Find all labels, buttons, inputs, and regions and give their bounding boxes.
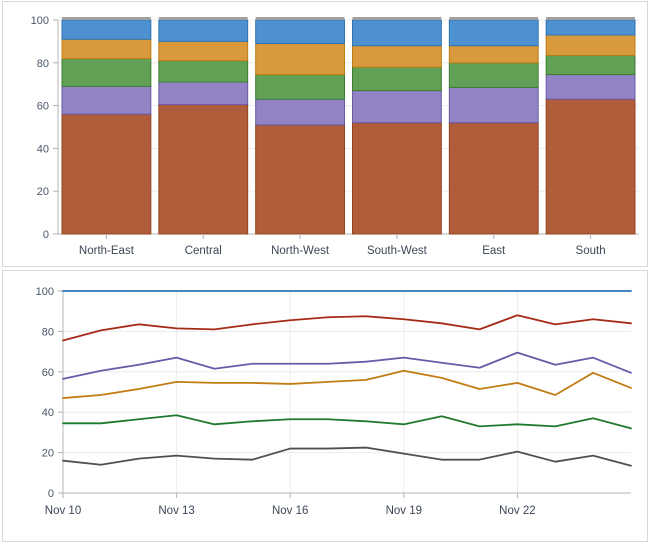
line-y-tick-label: 100	[36, 286, 54, 298]
bar-category-label: South-West	[367, 245, 428, 257]
bar-segment[interactable]	[448, 62, 539, 88]
bar-segment[interactable]	[448, 122, 539, 235]
bar-group[interactable]	[352, 17, 442, 235]
bar-segment[interactable]	[61, 19, 152, 40]
line-y-tick-label: 40	[42, 407, 54, 419]
bar-segment[interactable]	[352, 122, 442, 235]
bar-segment[interactable]	[545, 54, 636, 76]
bar-segment[interactable]	[255, 19, 346, 45]
line-x-tick-label: Nov 13	[158, 505, 194, 517]
bar-top-cap	[352, 17, 442, 20]
bar-segment[interactable]	[158, 104, 249, 235]
bar-top-cap	[449, 17, 539, 20]
bar-segment[interactable]	[255, 124, 346, 235]
bar-segment[interactable]	[545, 19, 636, 36]
bar-y-tick-label: 80	[37, 58, 49, 70]
bar-y-tick-label: 20	[37, 186, 49, 198]
line-y-tick-label: 80	[42, 326, 54, 338]
bar-category-label: North-East	[79, 245, 135, 257]
stacked-bar-chart-svg[interactable]: 0 20 40 60 80 100 North-East Central North-West S…	[3, 2, 645, 264]
line-y-tick-label: 60	[42, 367, 54, 379]
bar-segment[interactable]	[352, 66, 442, 92]
bar-segment[interactable]	[545, 34, 636, 56]
bar-y-tick-label: 100	[31, 15, 49, 27]
bar-group[interactable]	[255, 17, 346, 235]
line-x-tick-label: Nov 22	[499, 505, 535, 517]
bar-segment[interactable]	[158, 40, 249, 62]
bar-segment[interactable]	[255, 43, 346, 76]
bar-segment[interactable]	[61, 38, 152, 60]
bar-segment[interactable]	[352, 19, 442, 47]
multi-line-chart-svg[interactable]: 0 20 40 60 80 100 Nov 10 Nov 13 Nov 16 Nov 19 Nov …	[3, 271, 645, 539]
bar-segment[interactable]	[158, 19, 249, 42]
line-series-path[interactable]	[62, 369, 632, 399]
bar-group[interactable]	[448, 17, 539, 235]
line-series-path[interactable]	[62, 314, 632, 342]
bar-segment[interactable]	[545, 74, 636, 100]
line-y-tick-label: 0	[48, 488, 54, 500]
bar-y-tick-label: 60	[37, 101, 49, 113]
bar-group[interactable]	[61, 17, 152, 235]
bar-top-cap	[255, 17, 345, 20]
bar-top-cap	[546, 17, 635, 20]
line-series-path[interactable]	[62, 414, 632, 430]
line-x-tick-label: Nov 19	[386, 505, 422, 517]
bar-segment[interactable]	[158, 60, 249, 83]
line-series-path[interactable]	[62, 446, 632, 467]
stacked-bar-chart-panel: 0 20 40 60 80 100 North-East Central North-West S…	[2, 1, 648, 267]
bar-y-tick-label: 40	[37, 143, 49, 155]
bar-segment[interactable]	[545, 98, 636, 235]
bar-segment[interactable]	[448, 19, 539, 47]
line-x-tick-label: Nov 10	[45, 505, 81, 517]
bar-category-label: North-West	[271, 245, 330, 257]
bar-segment[interactable]	[255, 74, 346, 100]
line-y-tick-label: 20	[42, 448, 54, 460]
bar-segment[interactable]	[61, 58, 152, 87]
bar-category-label: East	[482, 245, 506, 257]
bar-top-cap	[62, 17, 151, 20]
line-series-path[interactable]	[62, 351, 632, 380]
bar-segment[interactable]	[61, 113, 152, 235]
bar-segment[interactable]	[352, 90, 442, 124]
bar-top-cap	[158, 17, 248, 20]
bar-group[interactable]	[158, 17, 249, 235]
bar-segment[interactable]	[61, 85, 152, 115]
bar-segment[interactable]	[158, 81, 249, 106]
bar-segment[interactable]	[352, 45, 442, 68]
bar-segment[interactable]	[255, 98, 346, 126]
bar-category-label: South	[576, 245, 606, 257]
bar-segment[interactable]	[448, 86, 539, 124]
bar-y-tick-label: 0	[43, 229, 49, 241]
line-x-tick-label: Nov 16	[272, 505, 308, 517]
bar-category-label: Central	[185, 245, 222, 257]
bar-segment[interactable]	[448, 45, 539, 64]
line-chart-panel: 0 20 40 60 80 100 Nov 10 Nov 13 Nov 16 Nov 19 Nov …	[2, 270, 648, 542]
bar-group[interactable]	[545, 17, 636, 235]
